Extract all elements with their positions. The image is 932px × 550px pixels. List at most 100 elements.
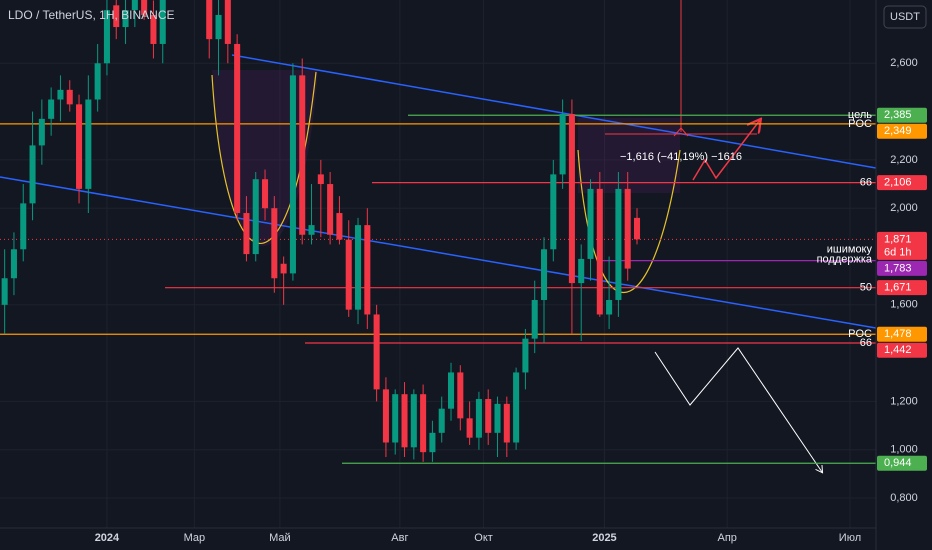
candle-body xyxy=(48,99,55,119)
candle-body xyxy=(540,249,548,300)
price-tag xyxy=(877,455,927,471)
y-tick-label: 1,200 xyxy=(890,395,918,407)
candle-body xyxy=(317,174,324,185)
price-tag-label: 1,671 xyxy=(884,282,912,294)
candle-body xyxy=(113,5,120,28)
price-tag xyxy=(877,342,927,358)
x-tick-label: Мар xyxy=(184,532,206,544)
candle-body xyxy=(103,10,110,64)
price-tag-label: 2,349 xyxy=(884,125,912,137)
candle-body xyxy=(615,188,622,300)
candle-body xyxy=(159,0,166,44)
candle-body xyxy=(578,258,585,284)
candle-body xyxy=(262,179,269,209)
level-label: цель xyxy=(848,109,872,121)
y-tick-label: 1,000 xyxy=(890,444,918,456)
price-tag-label: 0,944 xyxy=(884,457,912,469)
candle-body xyxy=(606,299,613,315)
candle-body xyxy=(299,75,306,235)
candle-body xyxy=(596,188,603,315)
candle-body xyxy=(336,213,343,240)
candle-body xyxy=(531,299,538,339)
x-tick-label: Окт xyxy=(474,532,493,544)
price-tag-label: 1,871 xyxy=(884,233,912,245)
forecast-down xyxy=(654,347,822,472)
candle-body xyxy=(10,249,17,279)
candle-body xyxy=(122,10,129,28)
candle-body xyxy=(392,394,399,443)
candle-body xyxy=(345,239,352,310)
candle-body xyxy=(243,213,250,255)
candle-body xyxy=(373,314,380,390)
candle-body xyxy=(57,89,64,100)
candle-body xyxy=(252,179,259,255)
candle-body xyxy=(150,14,157,44)
price-tag-label: 1,783 xyxy=(884,262,912,274)
price-tag-label: 1,442 xyxy=(884,344,912,356)
candle-body xyxy=(280,263,287,274)
countdown: 6d 1h xyxy=(884,246,912,258)
candle-body xyxy=(624,188,631,269)
candle-body xyxy=(131,0,138,11)
level-label: 50 xyxy=(860,282,872,294)
candle-body xyxy=(141,0,148,15)
candle-body xyxy=(447,372,455,409)
candle-body xyxy=(38,118,45,146)
forecast-up xyxy=(692,120,760,181)
candle-body xyxy=(522,338,529,373)
candle-body xyxy=(568,114,575,284)
y-tick-label: 2,000 xyxy=(890,202,918,214)
trend-line xyxy=(231,54,876,169)
price-tag xyxy=(877,231,927,260)
price-tag xyxy=(877,326,927,342)
x-tick-label: Апр xyxy=(717,532,736,544)
candle-body xyxy=(20,203,27,250)
y-tick-label: 2,600 xyxy=(890,57,918,69)
price-tag xyxy=(877,260,927,276)
x-tick-label: 2025 xyxy=(592,532,616,544)
candle-body xyxy=(410,394,417,448)
level-label: ишимоку xyxy=(827,244,873,256)
arrow-head xyxy=(673,127,689,137)
candle-body xyxy=(85,99,92,189)
x-tick-label: Авг xyxy=(391,532,408,544)
price-tag-label: 2,106 xyxy=(884,177,912,189)
candle-body xyxy=(76,104,83,189)
candle-body xyxy=(475,399,482,438)
candle-body xyxy=(559,114,566,175)
price-tag xyxy=(877,175,927,191)
candle-body xyxy=(457,372,464,419)
candle-body xyxy=(224,0,231,44)
level-label: POC xyxy=(848,118,872,130)
grid xyxy=(0,0,876,528)
trend-line xyxy=(0,176,876,329)
level-label: поддержка xyxy=(817,254,873,266)
price-tag-label: 2,385 xyxy=(884,109,912,121)
candle-body xyxy=(587,188,594,259)
candle-body xyxy=(308,225,315,235)
candle-body xyxy=(29,145,36,204)
y-tick-label: 0,800 xyxy=(890,492,918,504)
x-tick-label: Май xyxy=(269,532,291,544)
candle-body xyxy=(438,408,445,433)
candle-body xyxy=(429,432,436,453)
currency-box[interactable] xyxy=(883,5,927,29)
price-tag xyxy=(877,123,927,139)
level-label: 66 xyxy=(860,177,872,189)
candle-body xyxy=(215,14,222,40)
price-tag xyxy=(877,280,927,296)
y-tick-label: 1,600 xyxy=(890,299,918,311)
candle-body xyxy=(420,394,427,453)
candle-body xyxy=(401,394,408,448)
candle-body xyxy=(494,403,501,433)
x-tick-label: 2024 xyxy=(95,532,120,544)
currency[interactable]: USDT xyxy=(890,11,920,23)
candles xyxy=(1,0,641,462)
x-tick-label: Июл xyxy=(839,532,861,544)
candle-body xyxy=(327,184,334,235)
y-tick-label: 2,200 xyxy=(890,154,918,166)
candle-body xyxy=(485,399,492,433)
